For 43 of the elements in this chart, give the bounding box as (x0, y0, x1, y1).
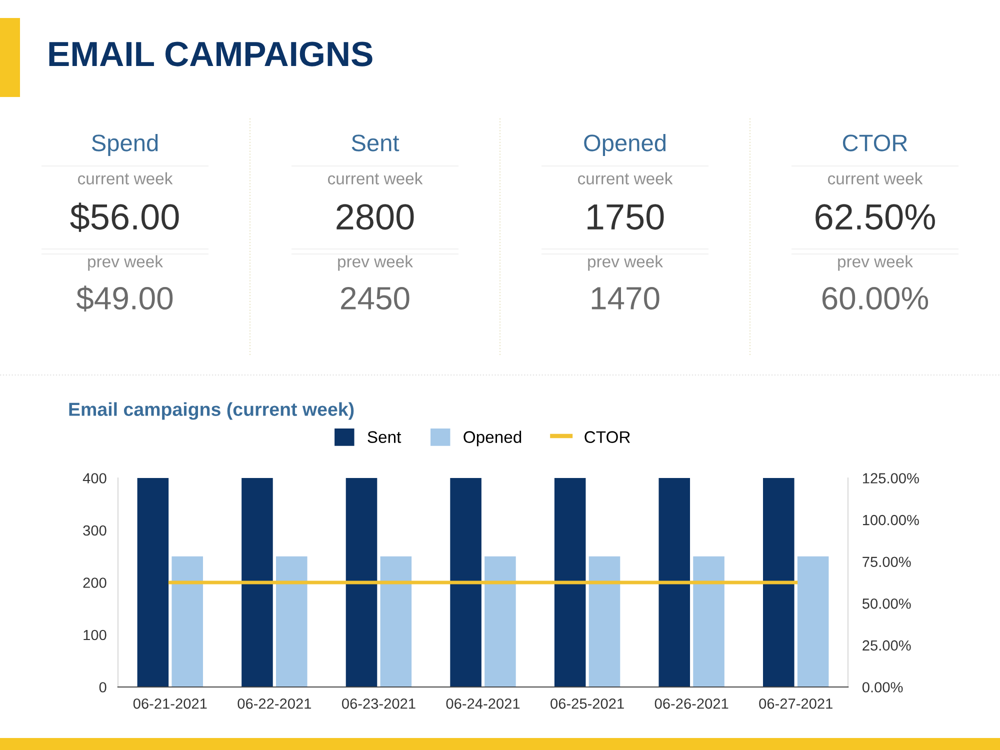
text: EMAIL CAMPAIGNS (49, 42, 372, 66)
x-tick-label: 06-24-2021 (446, 698, 520, 709)
data-label: 1470 (592, 286, 660, 310)
x-tick-label: 06-21-2021 (133, 698, 207, 709)
legend-label: Opened (464, 430, 522, 446)
category-label: CTOR (842, 134, 908, 152)
data-label: 2800 (336, 204, 414, 230)
text: current week (578, 172, 673, 184)
y-tick-label: 0 (99, 682, 106, 692)
y-tick-label: 200 (83, 578, 106, 588)
y-tick-label: 300 (83, 525, 106, 536)
y2-tick-label: 0.00% (862, 682, 903, 692)
text: current week (328, 172, 423, 184)
y-tick-label: 400 (82, 473, 106, 484)
y-tick-label: 100 (84, 630, 106, 640)
y2-tick-label: 50.00% (862, 598, 911, 609)
category-label: Opened (584, 134, 666, 156)
y2-tick-label: 100.00% (863, 514, 919, 526)
x-tick-label: 06-22-2021 (238, 698, 312, 709)
data-label: 2450 (341, 286, 410, 310)
text: current week (78, 172, 173, 184)
data-label: 60.00% (822, 286, 928, 310)
y2-tick-label: 75.00% (862, 556, 911, 568)
x-tick-label: 06-27-2021 (759, 698, 832, 709)
chart-title: Email campaigns (current week) (69, 402, 354, 420)
x-tick-label: 06-23-2021 (342, 698, 416, 709)
text: current week (828, 172, 923, 184)
text: prev week (88, 255, 164, 271)
y2-tick-label: 125.00% (863, 473, 919, 484)
data-label: 62.50% (816, 204, 935, 230)
data-label: 1750 (588, 204, 664, 230)
category-label: Spend (92, 134, 158, 156)
x-tick-label: 06-26-2021 (654, 698, 728, 709)
text: prev week (838, 255, 914, 271)
text: prev week (588, 255, 664, 271)
legend-label: CTOR (584, 431, 630, 443)
x-tick-label: 06-25-2021 (550, 698, 624, 709)
text: prev week (338, 255, 414, 271)
y2-tick-label: 25.00% (862, 640, 911, 651)
data-label: $56.00 (70, 202, 179, 232)
legend-label: Sent (368, 431, 402, 443)
category-label: Sent (352, 134, 400, 152)
data-label: $49.00 (76, 286, 173, 312)
